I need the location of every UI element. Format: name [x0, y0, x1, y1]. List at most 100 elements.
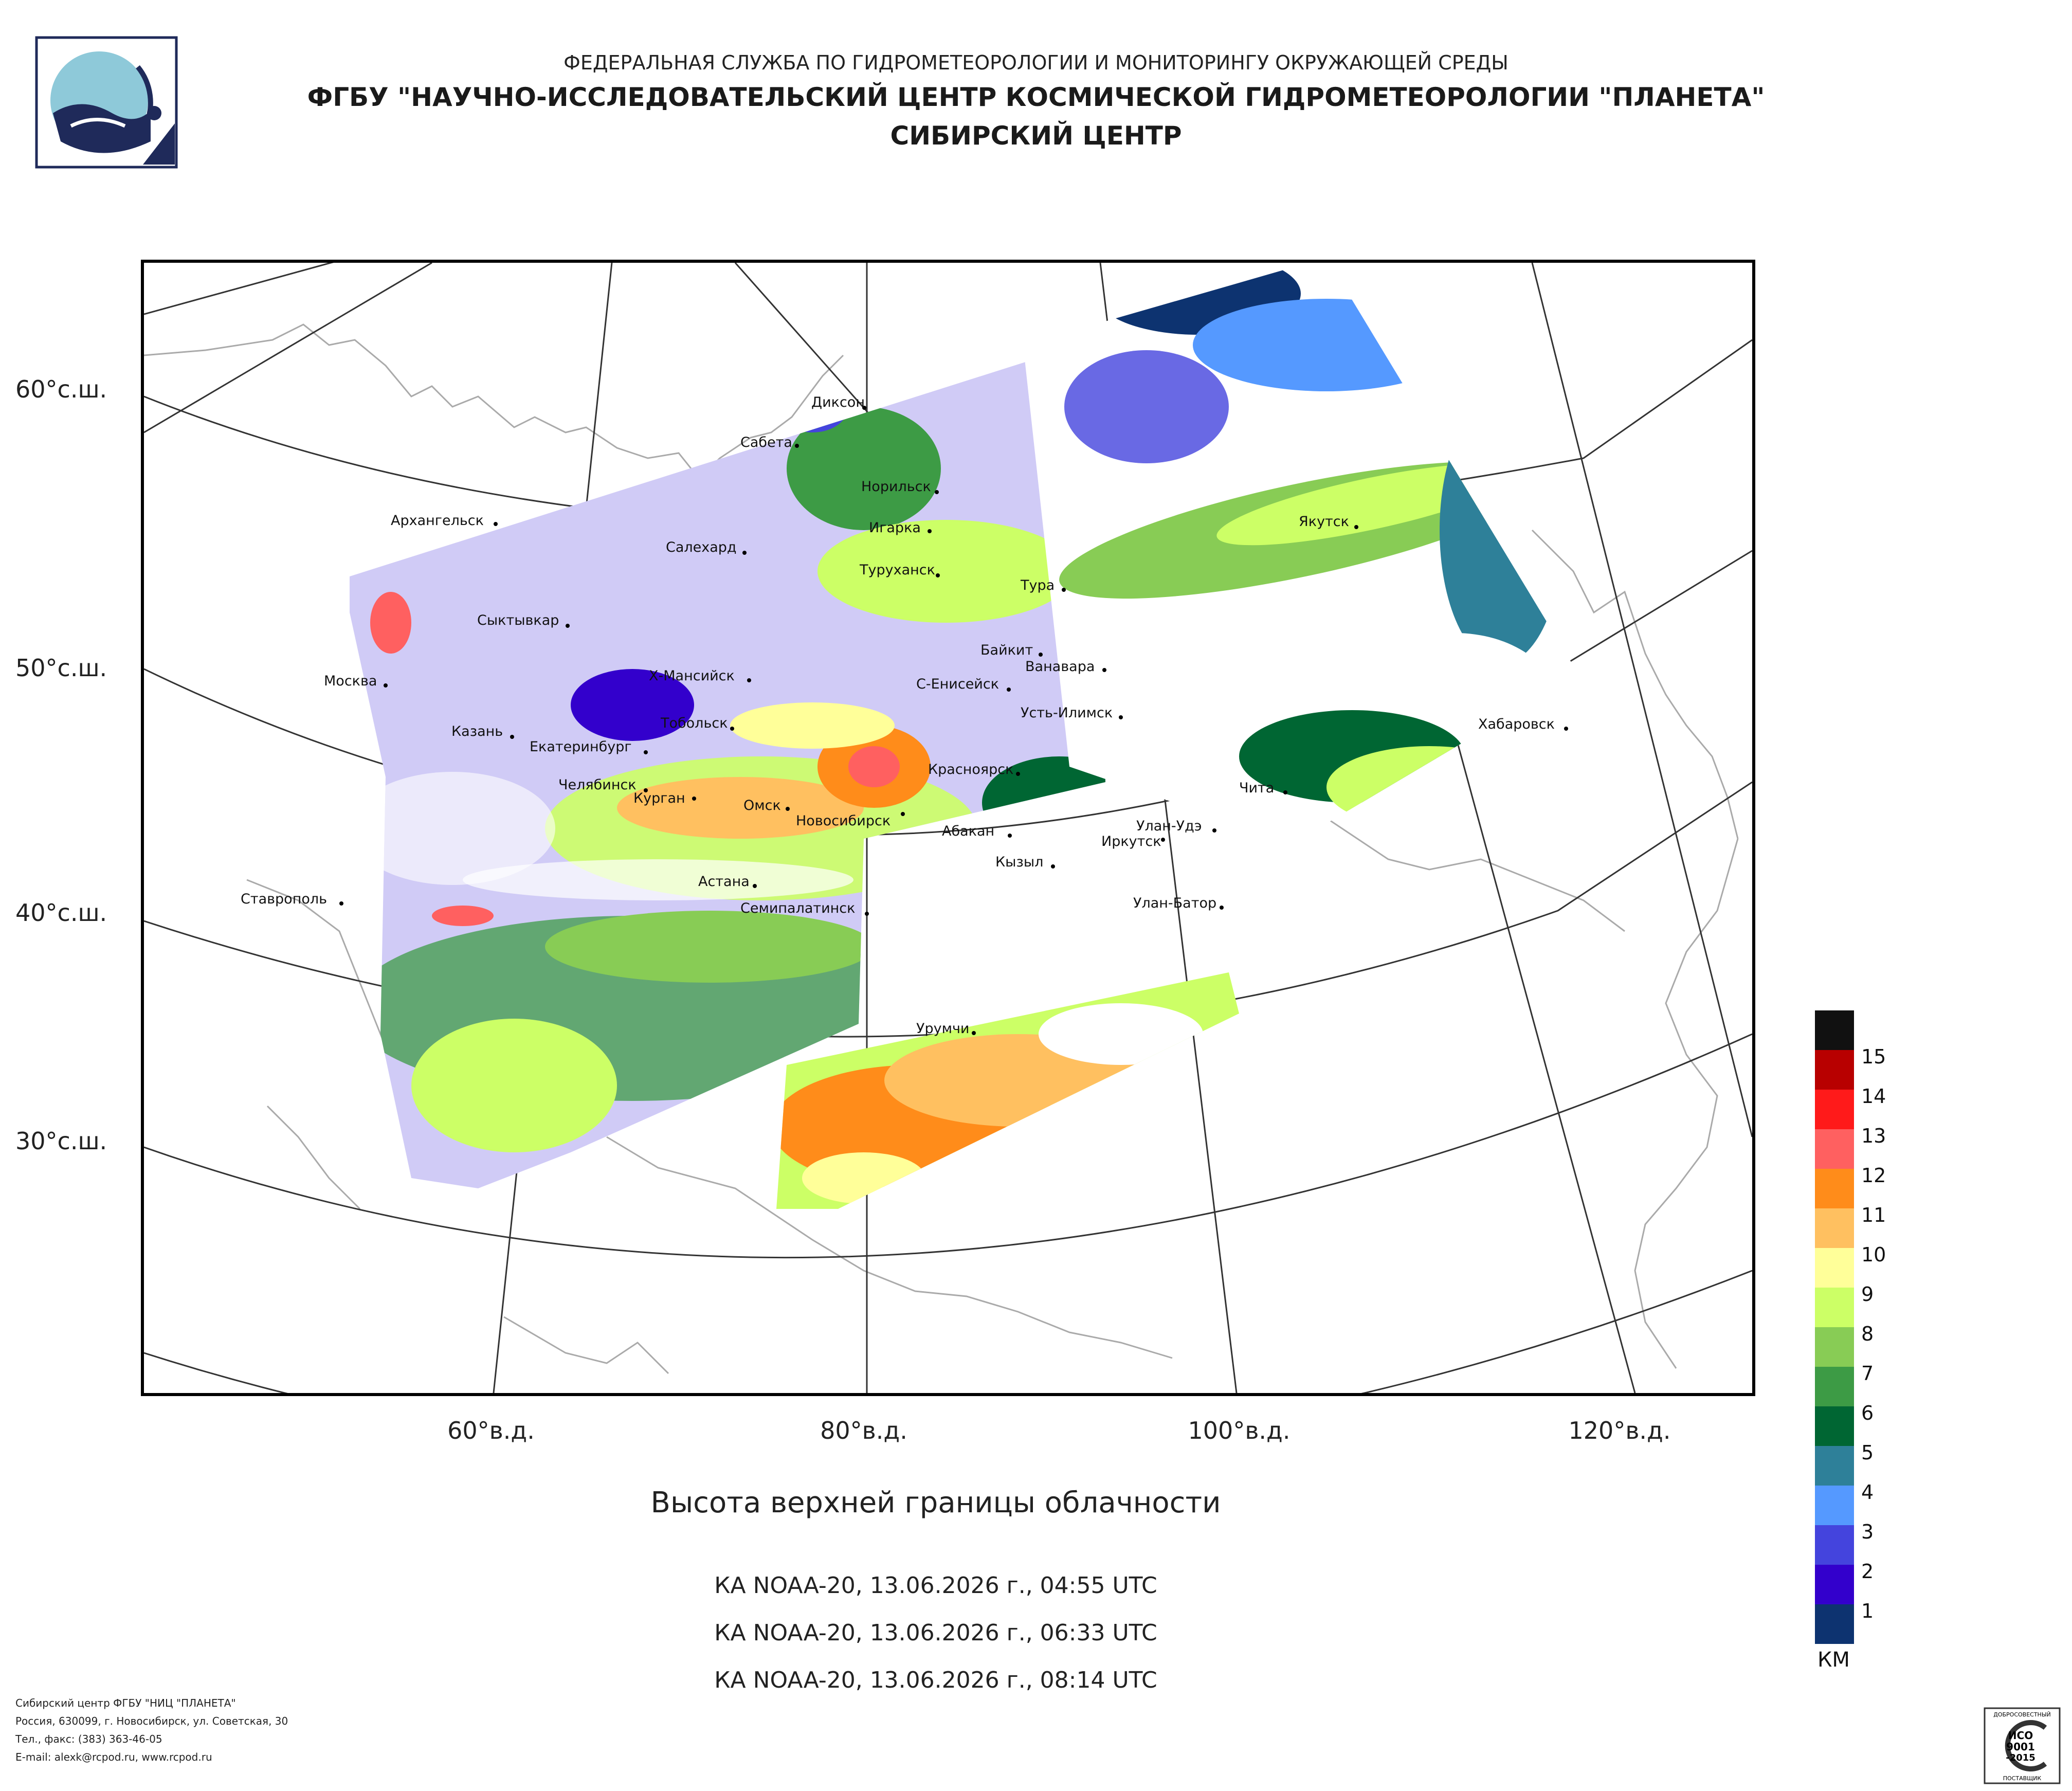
city-label: Х-Мансийск: [649, 668, 735, 684]
city-dot: [692, 797, 696, 801]
legend-swatch: [1815, 1288, 1854, 1327]
city-label: Норильск: [861, 479, 931, 495]
city-dot: [1039, 653, 1043, 657]
legend-swatch: [1815, 1208, 1854, 1248]
city-label: Сыктывкар: [477, 612, 559, 628]
legend-label: 3: [1861, 1521, 1874, 1543]
city-label: Челябинск: [558, 777, 637, 793]
city-dot: [742, 551, 747, 555]
legend-label: 1: [1861, 1600, 1874, 1622]
legend-label: 11: [1861, 1204, 1886, 1226]
legend-swatch: [1815, 1327, 1854, 1367]
header-organization: ФГБУ "НАУЧНО-ИССЛЕДОВАТЕЛЬСКИЙ ЦЕНТР КОС…: [307, 82, 1765, 112]
city-dot: [901, 812, 905, 816]
city-label: Архангельск: [391, 513, 484, 529]
city-label: Ванавара: [1025, 659, 1095, 675]
iso-top-text: ДОБРОСОВЕСТНЫЙ: [1993, 1711, 2051, 1718]
city-label: Хабаровск: [1478, 716, 1555, 732]
legend-swatch: [1815, 1406, 1854, 1446]
city-dot: [494, 522, 498, 526]
city-dot: [384, 683, 388, 688]
city-dot: [510, 735, 514, 739]
legend-swatch: [1815, 1565, 1854, 1604]
city-dot: [786, 807, 790, 811]
legend-label: 13: [1861, 1125, 1886, 1147]
legend-swatch: [1815, 1248, 1854, 1288]
city-dot: [1051, 864, 1055, 869]
planeta-logo: [35, 36, 178, 169]
legend-label: 8: [1861, 1323, 1874, 1345]
legend-swatch: [1815, 1090, 1854, 1129]
iso-bottom-text: ПОСТАВЩИК: [2003, 1775, 2042, 1782]
legend-label: 2: [1861, 1560, 1874, 1583]
city-dot: [1564, 727, 1568, 731]
legend-label: 14: [1861, 1085, 1886, 1108]
iso-l1: ИСО: [2008, 1729, 2033, 1742]
header-center: СИБИРСКИЙ ЦЕНТР: [890, 121, 1182, 151]
cloud-swath-east: [1023, 263, 1578, 839]
city-label: Туруханск: [860, 562, 935, 578]
city-label: Абакан: [942, 823, 995, 839]
city-dot: [1102, 668, 1106, 672]
city-label: С-Енисейск: [916, 676, 999, 692]
city-dot: [972, 1031, 976, 1035]
legend-swatch: [1815, 1169, 1854, 1208]
city-label: Урумчи: [916, 1021, 970, 1037]
city-dot: [339, 901, 343, 906]
city-label: Екатеринбург: [530, 739, 632, 755]
city-dot: [795, 444, 799, 448]
legend-swatch: [1815, 1486, 1854, 1525]
satellite-pass: КА NOAA-20, 13.06.2026 г., 08:14 UTC: [714, 1667, 1157, 1693]
city-dot: [1119, 715, 1123, 719]
cloud-top-map: [144, 263, 1752, 1393]
legend-label: 10: [1861, 1243, 1886, 1266]
city-label: Москва: [324, 673, 377, 689]
legend-label: 12: [1861, 1164, 1886, 1187]
lon-label: 60°в.д.: [447, 1417, 535, 1444]
legend-unit: КМ: [1817, 1648, 1850, 1672]
city-label: Якутск: [1299, 514, 1349, 530]
city-label: Ставрополь: [241, 891, 328, 907]
city-label: Семипалатинск: [740, 900, 856, 916]
iso-certificate-badge: ДОБРОСОВЕСТНЫЙ ИСО 9001 -2015 ПОСТАВЩИК: [1984, 1707, 2061, 1784]
legend-label: 5: [1861, 1441, 1874, 1464]
city-label: Новосибирск: [796, 813, 891, 829]
city-dot: [1161, 838, 1165, 842]
city-dot: [865, 912, 869, 916]
city-label: Улан-Удэ: [1136, 818, 1202, 834]
city-dot: [644, 750, 648, 754]
city-dot: [747, 678, 751, 682]
legend-swatch: [1815, 1010, 1854, 1050]
city-dot: [862, 406, 866, 410]
footer-org: Сибирский центр ФГБУ "НИЦ "ПЛАНЕТА": [15, 1697, 236, 1709]
header-agency: ФЕДЕРАЛЬНАЯ СЛУЖБА ПО ГИДРОМЕТЕОРОЛОГИИ …: [564, 51, 1508, 74]
city-dot: [1008, 834, 1012, 838]
city-dot: [935, 490, 939, 494]
product-title: Высота верхней границы облачности: [650, 1486, 1221, 1519]
legend-label: 6: [1861, 1402, 1874, 1424]
legend-label: 7: [1861, 1362, 1874, 1385]
lon-label: 100°в.д.: [1188, 1417, 1291, 1444]
legend-label: 15: [1861, 1045, 1886, 1068]
footer-email: E-mail: alexk@rcpod.ru, www.rcpod.ru: [15, 1751, 212, 1763]
city-label: Тура: [1021, 577, 1055, 593]
city-label: Байкит: [980, 642, 1033, 658]
lat-label: 40°с.ш.: [15, 899, 107, 927]
lon-label: 80°в.д.: [820, 1417, 907, 1444]
satellite-pass: КА NOAA-20, 13.06.2026 г., 06:33 UTC: [714, 1620, 1157, 1646]
city-dot: [753, 884, 757, 888]
city-label: Салехард: [666, 539, 737, 555]
city-dot: [936, 573, 940, 577]
iso-l2: 9001: [2006, 1741, 2035, 1753]
city-dot: [566, 624, 570, 628]
legend-label: 4: [1861, 1481, 1874, 1504]
legend-swatch: [1815, 1604, 1854, 1644]
city-dot: [730, 727, 734, 731]
city-label: Чита: [1239, 780, 1275, 796]
city-label: Игарка: [869, 520, 921, 536]
city-label: Усть-Илимск: [1021, 705, 1113, 721]
city-label: Омск: [743, 798, 781, 813]
city-label: Сабета: [740, 435, 792, 450]
city-label: Курган: [633, 790, 685, 806]
map-panel: Диксон Сабета Норильск Архангельск Игарк…: [141, 260, 1755, 1396]
